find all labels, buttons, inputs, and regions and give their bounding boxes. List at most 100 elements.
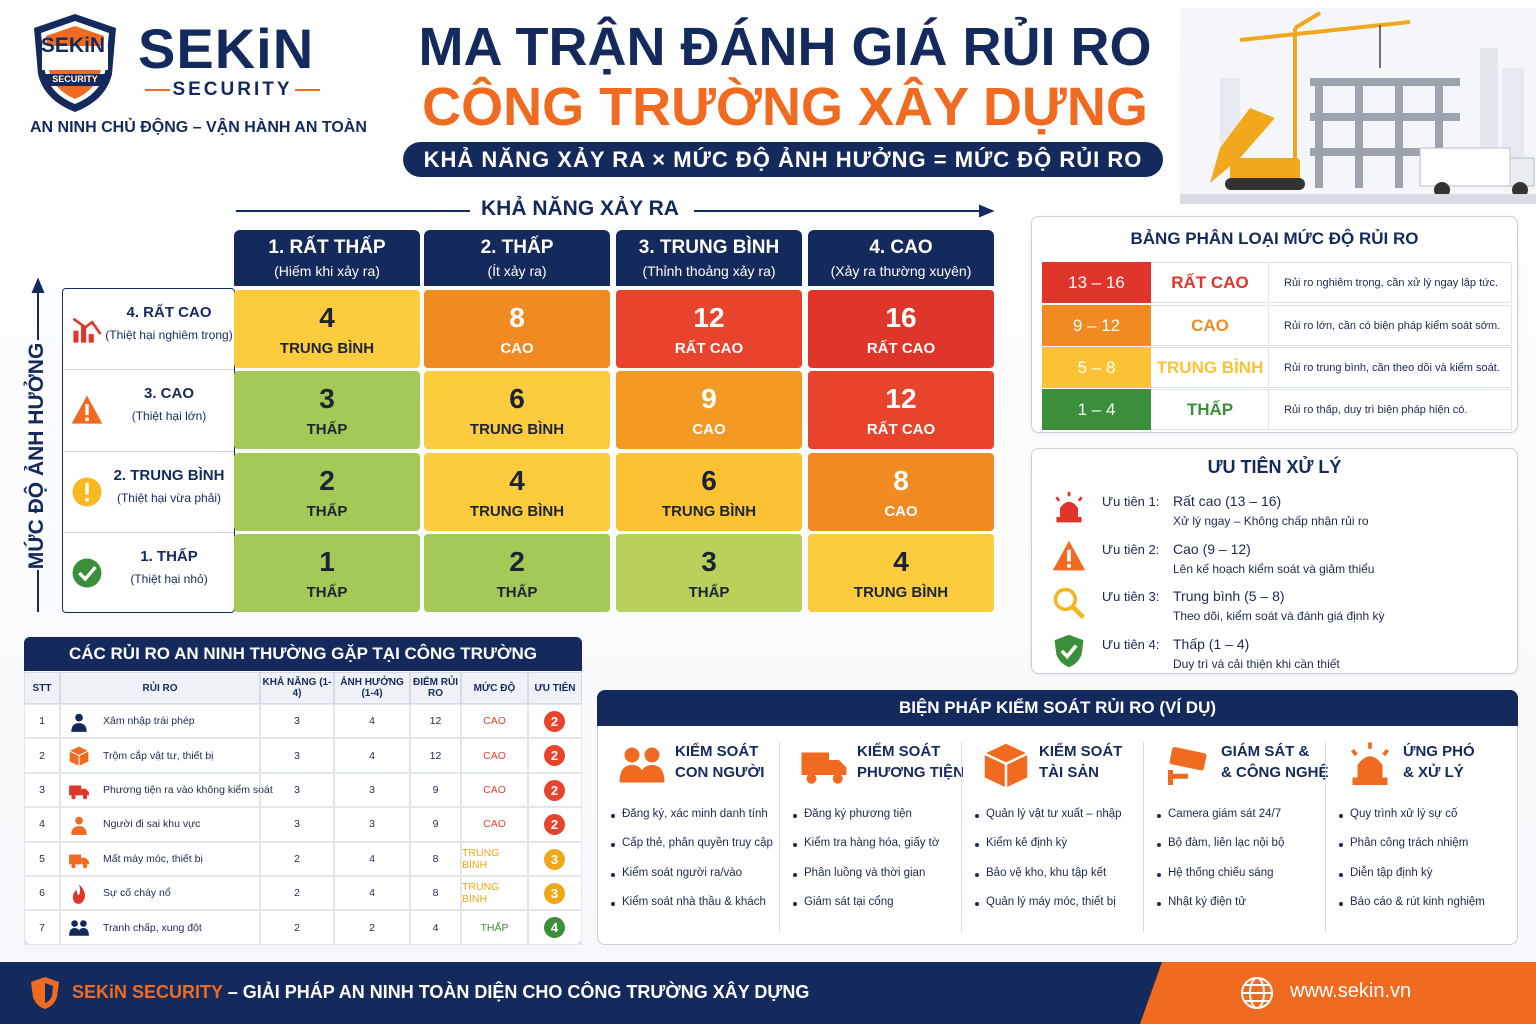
table-header-cell: ẢNH HƯỞNG (1-4)	[334, 672, 410, 704]
cell-level: CAO	[692, 421, 726, 438]
table-cell: 3	[334, 807, 410, 842]
control-item: Quản lý vật tư xuất – nhập	[986, 808, 1122, 820]
column-title: 2. THẤP	[480, 237, 554, 258]
table-cell: 4	[334, 704, 410, 739]
table-cell: 6	[24, 876, 60, 911]
table-header-cell: RỦI RO	[60, 672, 260, 704]
bullet	[975, 843, 979, 848]
table-header-cell: STT	[24, 672, 60, 704]
table-cell: 2	[24, 738, 60, 773]
table-cell: Xâm nhập trái phép	[60, 704, 260, 739]
control-item: Báo cáo & rút kinh nghiệm	[1350, 895, 1485, 908]
cell-score: 4	[893, 546, 909, 577]
group-divider	[961, 742, 962, 932]
bullet	[1339, 872, 1343, 877]
title-line1: MA TRẬN ĐÁNH GIÁ RỦI RO	[418, 17, 1152, 77]
table-cell: TRUNG BÌNH	[461, 876, 528, 911]
matrix-cell: 4 TRUNG BÌNH	[424, 453, 610, 531]
tagline: AN NINH CHỦ ĐỘNG – VẬN HÀNH AN TOÀN	[30, 119, 367, 136]
row-icon	[71, 395, 103, 424]
bullet	[1339, 814, 1343, 818]
table-cell: 2	[260, 910, 334, 945]
priority-label: Ưu tiên 1:	[1102, 494, 1160, 509]
bullet	[1157, 814, 1161, 818]
table-cell: Sự cố cháy nổ	[60, 876, 260, 911]
table-header-cell: ƯU TIÊN	[528, 672, 582, 704]
control-item: Diễn tập định kỳ	[1350, 866, 1433, 879]
table-header-cell: MỨC ĐỘ	[461, 672, 528, 704]
table-cell: 1	[24, 704, 60, 739]
table-cell: THẤP	[461, 910, 528, 945]
row-header: 4. RẤT CAO (Thiệt hại nghiêm trọng)	[104, 304, 234, 364]
cell-score: 6	[509, 383, 525, 414]
footer-shield-icon	[31, 977, 59, 1009]
control-item: Giám sát tại cổng	[804, 895, 894, 908]
row-divider	[64, 532, 234, 533]
level-cell: TRUNG BÌNH	[1152, 347, 1269, 388]
cell-score: 6	[701, 465, 717, 496]
cell-score: 16	[885, 302, 917, 333]
table-cell: TRUNG BÌNH	[461, 841, 528, 876]
priority-desc: Theo dõi, kiểm soát và đánh giá định kỳ	[1173, 609, 1385, 623]
column-header: 2. THẤP (Ít xảy ra)	[424, 230, 610, 286]
cell-level: TRUNG BÌNH	[661, 503, 757, 520]
priority-badge: 4	[544, 917, 565, 939]
priority-label: Ưu tiên 2:	[1102, 541, 1160, 557]
row-title: 3. CAO	[143, 385, 194, 402]
logo-sub: SECURITY	[52, 74, 98, 84]
column-header: 3. TRUNG BÌNH (Thỉnh thoảng xảy ra)	[616, 230, 802, 286]
controls-title: BIỆN PHÁP KIỂM SOÁT RỦI RO (VÍ DỤ)	[597, 690, 1518, 726]
cell-level: TRUNG BÌNH	[279, 340, 375, 357]
control-title: KIỂM SOÁT	[675, 743, 759, 760]
table-cell: CAO	[461, 704, 528, 739]
priority-label: Ưu tiên 3:	[1102, 589, 1160, 604]
row-sub: (Thiệt hại nhỏ)	[130, 572, 208, 586]
bullet	[975, 814, 979, 818]
cell-score: 12	[693, 302, 725, 333]
risk-icon	[72, 884, 85, 904]
classification-title: BẢNG PHÂN LOẠI MỨC ĐỘ RỦI RO	[1130, 229, 1419, 248]
matrix-cell: 3 THẤP	[234, 371, 420, 449]
priority-level: Trung bình (5 – 8)	[1173, 588, 1285, 604]
table-cell: 4	[334, 738, 410, 773]
column-sub: (Xảy ra thường xuyên)	[830, 263, 972, 279]
bullet	[793, 901, 797, 906]
row-icon	[72, 317, 102, 343]
brand-sub: SECURITY	[170, 79, 295, 101]
range-cell: 13 – 16	[1042, 262, 1151, 303]
priority-badge: 2	[544, 711, 565, 732]
table-cell: 3	[24, 772, 60, 808]
matrix-cell: 16 RẤT CAO	[808, 290, 994, 368]
cell-level: THẤP	[688, 584, 730, 601]
matrix-cell: 3 THẤP	[616, 534, 802, 612]
cell-level: THẤP	[306, 503, 348, 520]
control-item: Bộ đàm, liên lạc nội bộ	[1168, 837, 1285, 850]
risk-icon	[69, 920, 89, 937]
control-item: Đăng ký, xác minh danh tính	[622, 808, 768, 820]
footer-brand: SEKiN SECURITY	[72, 982, 223, 1002]
website[interactable]: www.sekin.vn	[1290, 980, 1412, 1002]
cell-score: 2	[509, 546, 525, 577]
row-title: 2. TRUNG BÌNH	[113, 467, 225, 484]
matrix-cell: 2 THẤP	[234, 453, 420, 531]
bullet	[611, 872, 615, 877]
range-cell: 9 – 12	[1042, 305, 1151, 346]
row-divider	[64, 451, 234, 452]
control-title: & CÔNG NGHỆ	[1221, 764, 1329, 781]
control-title: GIÁM SÁT &	[1221, 743, 1310, 760]
table-cell: 2	[334, 910, 410, 945]
bullet	[975, 901, 979, 906]
row-title: 1. THẤP	[140, 548, 198, 565]
table-cell	[528, 807, 582, 842]
table-cell: 4	[334, 841, 410, 876]
bullet	[975, 872, 979, 877]
control-item: Nhật ký điện tử	[1168, 895, 1247, 908]
bullet	[611, 901, 615, 906]
column-sub: (Hiếm khi xảy ra)	[274, 263, 380, 279]
matrix-cell: 4 TRUNG BÌNH	[808, 534, 994, 612]
priority-icon	[1052, 540, 1086, 570]
bullet	[793, 872, 797, 877]
table-cell	[528, 772, 582, 808]
table-cell	[528, 738, 582, 773]
